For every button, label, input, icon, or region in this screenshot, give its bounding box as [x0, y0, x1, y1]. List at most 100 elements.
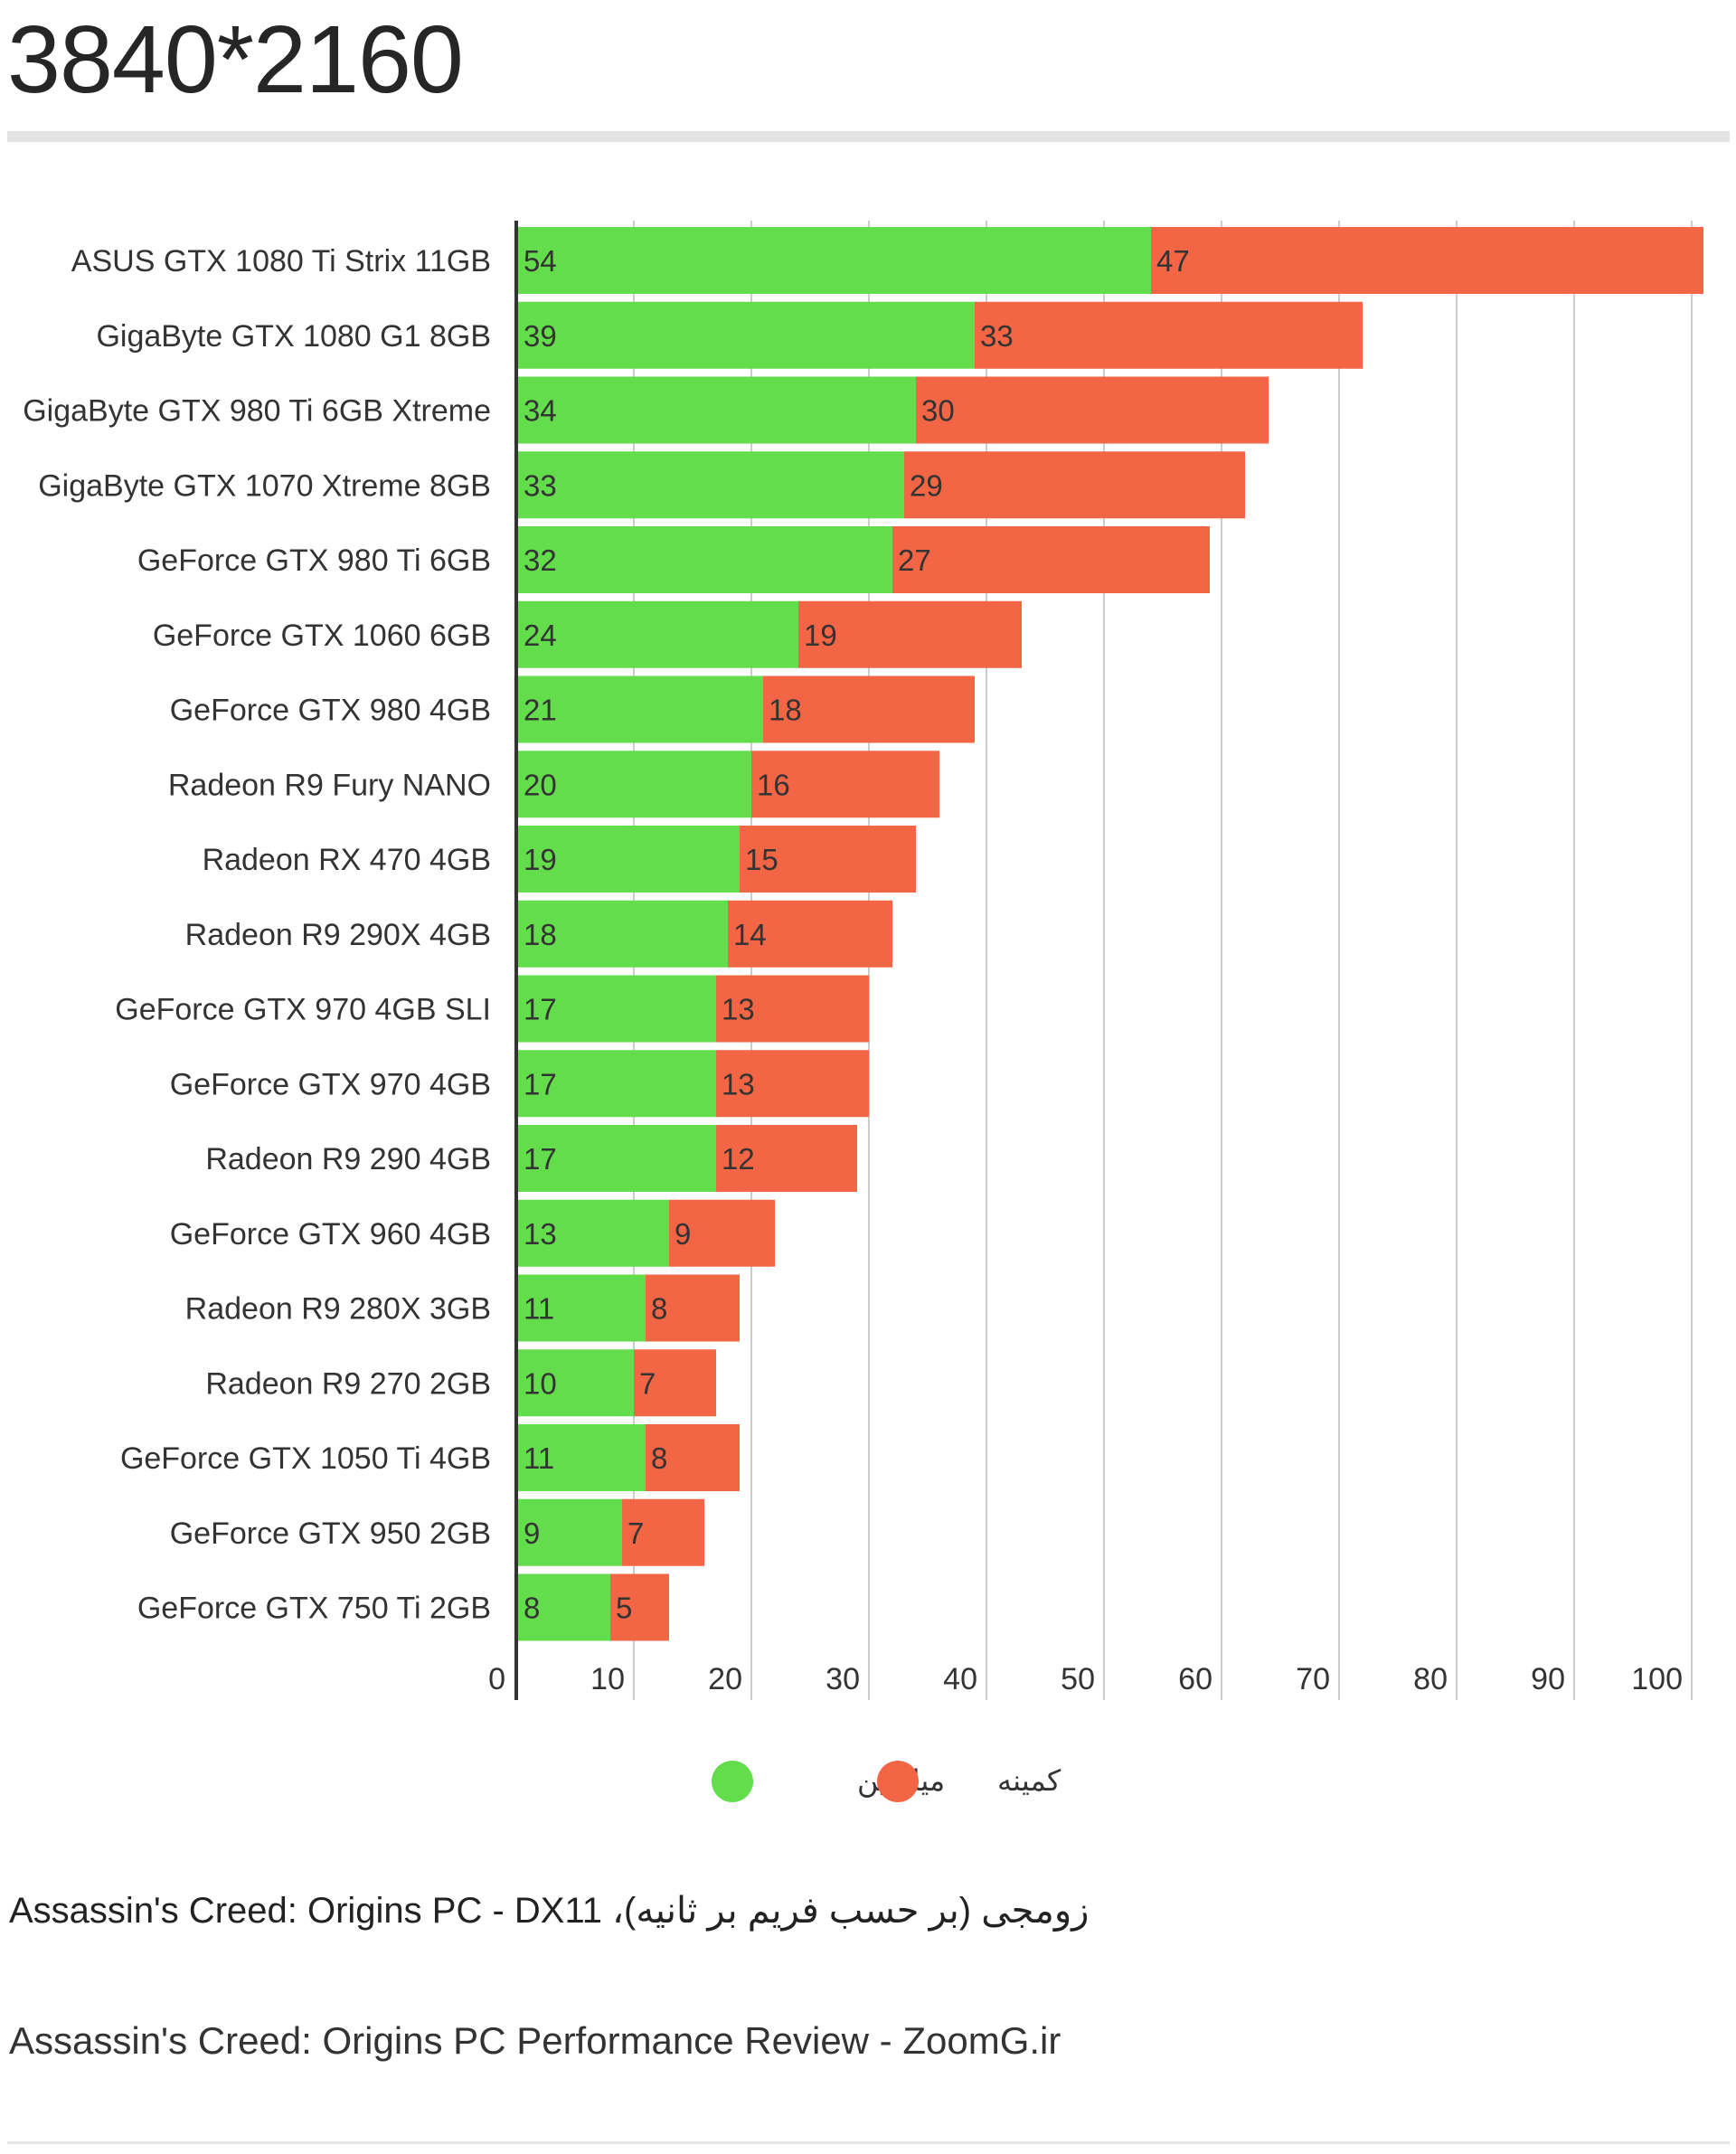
- title-divider: [7, 131, 1730, 142]
- bar-average: [518, 751, 751, 818]
- value-label-minimum: 12: [722, 1142, 755, 1176]
- bar-average: [518, 1125, 716, 1192]
- category-label: Radeon R9 270 2GB: [205, 1366, 491, 1401]
- bar-average: [518, 975, 716, 1043]
- category-label: Radeon R9 Fury NANO: [168, 768, 491, 802]
- category-label: GeForce GTX 970 4GB: [170, 1067, 491, 1101]
- value-label-average: 17: [524, 1067, 557, 1101]
- value-label-average: 39: [524, 319, 557, 353]
- x-tick-label: 60: [1178, 1662, 1212, 1696]
- value-label-minimum: 8: [651, 1441, 667, 1475]
- bar-minimum: [751, 751, 939, 818]
- category-label: GeForce GTX 1050 Ti 4GB: [120, 1441, 491, 1476]
- chart-source: Assassin's Creed: Origins PC Performance…: [9, 2019, 1061, 2062]
- value-label-average: 33: [524, 468, 557, 502]
- category-label: GeForce GTX 970 4GB SLI: [115, 993, 491, 1027]
- bar-average: [518, 526, 892, 593]
- value-label-minimum: 47: [1156, 244, 1190, 278]
- bar-average: [518, 826, 740, 893]
- value-label-minimum: 13: [722, 993, 755, 1026]
- category-label: GigaByte GTX 1080 G1 8GB: [96, 319, 491, 354]
- value-label-average: 11: [524, 1292, 554, 1326]
- value-label-minimum: 33: [980, 319, 1014, 353]
- bar-minimum: [740, 826, 916, 893]
- x-tick-label: 20: [708, 1662, 742, 1696]
- chart-caption: زومجی (بر حسب فریم بر ثانیه)، Assassin's…: [9, 1891, 1090, 1931]
- page-title: 3840*2160: [7, 6, 464, 113]
- value-label-average: 24: [524, 619, 557, 652]
- value-label-average: 17: [524, 993, 557, 1026]
- value-label-average: 18: [524, 918, 557, 951]
- value-label-minimum: 19: [804, 619, 837, 652]
- value-label-average: 32: [524, 543, 557, 577]
- value-label-minimum: 18: [769, 694, 802, 727]
- bar-average: [518, 376, 916, 444]
- value-label-average: 34: [524, 394, 557, 428]
- value-label-minimum: 16: [757, 768, 790, 801]
- value-label-average: 10: [524, 1366, 557, 1400]
- value-label-minimum: 14: [733, 918, 767, 951]
- category-label: Radeon R9 280X 3GB: [185, 1292, 491, 1327]
- bar-minimum: [892, 526, 1210, 593]
- bar-minimum: [634, 1349, 716, 1417]
- x-tick-label: 30: [826, 1662, 860, 1696]
- value-label-average: 17: [524, 1142, 557, 1176]
- value-label-minimum: 8: [651, 1292, 667, 1326]
- category-label: GigaByte GTX 980 Ti 6GB Xtreme: [23, 394, 491, 429]
- bar-minimum: [646, 1424, 740, 1491]
- category-label: Radeon R9 290 4GB: [205, 1142, 491, 1176]
- bar-average: [518, 675, 763, 743]
- bar-minimum: [610, 1573, 669, 1641]
- legend-minimum-label: کمینه: [997, 1764, 1061, 1797]
- bar-minimum: [916, 376, 1269, 444]
- value-label-average: 21: [524, 694, 557, 727]
- bar-minimum: [904, 451, 1245, 519]
- category-label: GeForce GTX 980 4GB: [170, 694, 491, 728]
- bar-average: [518, 1199, 669, 1267]
- bar-minimum: [975, 301, 1363, 369]
- category-label: Radeon R9 290X 4GB: [185, 918, 491, 952]
- bar-minimum: [646, 1274, 740, 1342]
- value-label-minimum: 9: [675, 1217, 691, 1251]
- bar-minimum: [728, 900, 892, 968]
- value-label-minimum: 15: [745, 843, 778, 876]
- value-label-average: 19: [524, 843, 557, 876]
- legend-minimum-swatch: [877, 1761, 919, 1802]
- bar-average: [518, 227, 1151, 294]
- bar-average: [518, 900, 728, 968]
- x-tick-label: 90: [1531, 1662, 1565, 1696]
- x-tick-label: 10: [590, 1662, 625, 1696]
- bar-minimum: [669, 1199, 775, 1267]
- x-tick-label: 80: [1413, 1662, 1448, 1696]
- category-label: GeForce GTX 980 Ti 6GB: [137, 543, 491, 578]
- x-tick-labels: 0 10 20 30 40 50 60 70 80 90 100: [488, 1662, 1683, 1696]
- value-label-average: 8: [524, 1592, 540, 1625]
- bar-minimum: [716, 975, 869, 1043]
- value-label-minimum: 13: [722, 1067, 755, 1101]
- value-label-minimum: 27: [898, 543, 931, 577]
- bar-minimum: [716, 1050, 869, 1118]
- bar-average: [518, 1424, 646, 1491]
- bar-minimum: [622, 1498, 704, 1566]
- value-label-average: 11: [524, 1441, 554, 1475]
- value-label-minimum: 7: [627, 1516, 644, 1550]
- bar-average: [518, 451, 904, 519]
- value-label-average: 20: [524, 768, 557, 801]
- x-tick-label: 40: [943, 1662, 977, 1696]
- category-label: GigaByte GTX 1070 Xtreme 8GB: [38, 468, 491, 503]
- x-tick-label: 100: [1631, 1662, 1683, 1696]
- bar-average: [518, 301, 975, 369]
- category-label: GeForce GTX 950 2GB: [170, 1516, 491, 1551]
- category-labels: ASUS GTX 1080 Ti Strix 11GB GigaByte GTX …: [23, 244, 491, 1626]
- bottom-divider: [7, 2141, 1730, 2144]
- value-label-minimum: 5: [616, 1592, 632, 1625]
- value-label-average: 54: [524, 244, 557, 278]
- bar-chart: 54 47 39 33 34 30 33 29 32 27 24 19 21 18 20 16 19 15 18 14…: [23, 221, 1703, 1700]
- bar-average: [518, 1498, 622, 1566]
- value-label-minimum: 7: [639, 1366, 656, 1400]
- bar-minimum: [798, 600, 1022, 668]
- value-label-minimum: 30: [921, 394, 955, 428]
- value-label-minimum: 29: [910, 468, 943, 502]
- category-label: GeForce GTX 750 Ti 2GB: [137, 1592, 491, 1626]
- bar-minimum: [716, 1125, 857, 1192]
